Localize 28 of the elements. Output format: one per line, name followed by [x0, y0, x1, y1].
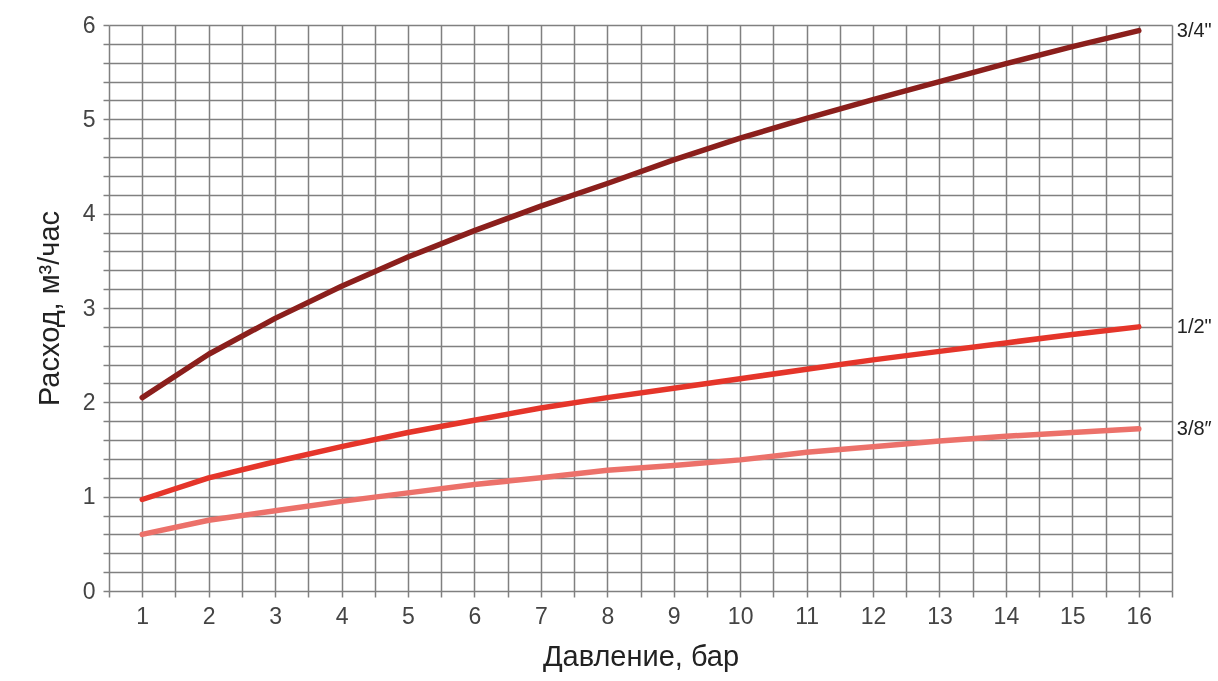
x-tick-label: 10: [727, 602, 754, 629]
y-tick-label: 6: [82, 11, 96, 38]
series-label: 1/2": [1176, 314, 1212, 337]
x-tick-label: 5: [402, 602, 415, 629]
x-tick-label: 9: [667, 602, 681, 629]
series-label: 3/8″: [1176, 416, 1212, 439]
x-tick-label: 16: [1126, 602, 1153, 629]
x-tick-label: 7: [534, 602, 548, 629]
y-tick-label: 1: [82, 483, 96, 510]
x-tick-label: 2: [202, 602, 216, 629]
x-axis-title: Давление, бар: [542, 639, 740, 672]
y-tick-label: 2: [82, 388, 96, 415]
x-tick-label: 14: [993, 602, 1020, 629]
y-tick-label: 4: [82, 200, 96, 227]
x-tick-label: 13: [927, 602, 953, 629]
x-tick-label: 3: [269, 602, 282, 629]
series-label: 3/4": [1176, 18, 1212, 41]
y-tick-label: 0: [82, 577, 96, 604]
y-axis-title: Расход, м³/час: [32, 210, 65, 407]
x-tick-label: 6: [468, 602, 482, 629]
x-tick-label: 15: [1060, 602, 1086, 629]
x-tick-label: 1: [136, 602, 150, 629]
y-tick-label: 5: [82, 105, 96, 132]
x-tick-label: 11: [795, 602, 820, 629]
x-tick-label: 8: [601, 602, 615, 629]
y-tick-label: 3: [82, 294, 96, 321]
x-tick-label: 4: [335, 602, 349, 629]
x-tick-label: 12: [860, 602, 887, 629]
